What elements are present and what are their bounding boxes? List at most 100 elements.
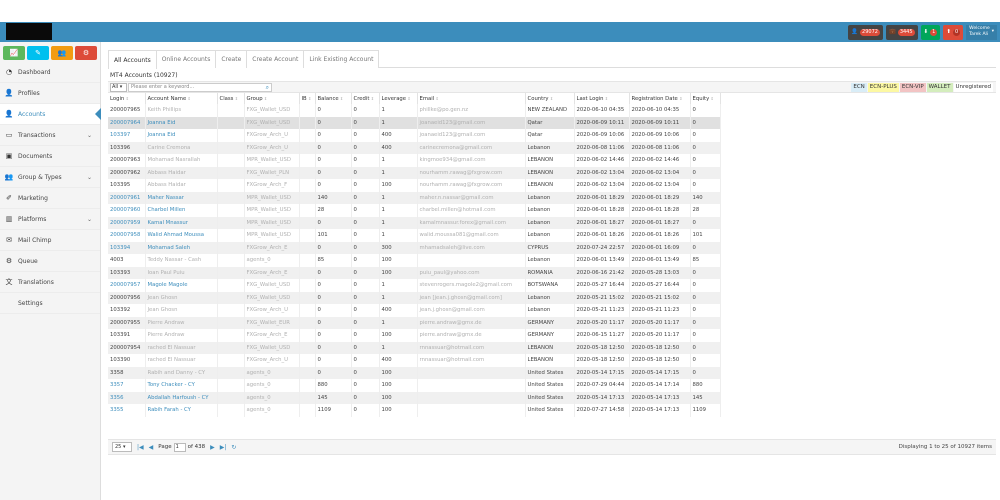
cell-login[interactable]: 200007962	[108, 166, 146, 179]
cell-login[interactable]: 3355	[108, 404, 146, 417]
cell-login[interactable]: 103394	[108, 241, 146, 254]
sidebar-item-group-types[interactable]: 👥 Group & Types ⌄	[0, 167, 100, 188]
logo[interactable]	[6, 23, 52, 40]
topbar-badge-2[interactable]: 💼 3445	[885, 24, 918, 40]
sidebar-item-marketing[interactable]: ✐ Marketing	[0, 188, 100, 209]
table-row[interactable]: 200007961 Maher Nassar MPR_Wallet_USD 140 0 1…	[108, 191, 721, 204]
table-row[interactable]: 200007963 Mohamad Nasrallah MPR_Wallet_USD…	[108, 154, 721, 167]
sidebar-item-profiles[interactable]: 👤 Profiles	[0, 83, 100, 104]
cell-login[interactable]: 103392	[108, 304, 146, 317]
cell-name[interactable]: Pierre Andraw	[145, 316, 218, 329]
table-row[interactable]: 3357 Tony Chacker - CY agents_0 880 0 100 Unit…	[108, 379, 721, 392]
table-row[interactable]: 103397 Joanna Eid FXGrow_Arch_U 0 0 400 joanae…	[108, 129, 721, 142]
cell-login[interactable]: 3356	[108, 391, 146, 404]
table-row[interactable]: 200007962 Abbass Haidar FXG_Wallet_PLN 0 0 1 n…	[108, 166, 721, 179]
table-row[interactable]: 3355 Rabih Farah - CY agents_0 1109 0 100 Unit…	[108, 404, 721, 417]
cell-login[interactable]: 103397	[108, 129, 146, 142]
quick-button-2[interactable]: ✎	[27, 46, 49, 60]
table-row[interactable]: 103396 Carine Cremona FXGrow_Arch_U 0 0 400 ca…	[108, 141, 721, 154]
table-row[interactable]: 3358 Rabih and Danny - CY agents_0 0 0 100 Uni…	[108, 366, 721, 379]
table-row[interactable]: 200007954 rached El Nassuar FXG_Wallet_USD…	[108, 341, 721, 354]
cell-login[interactable]: 103390	[108, 354, 146, 367]
cell-name[interactable]: Mohamad Saleh	[145, 241, 218, 254]
table-row[interactable]: 200007955 Pierre Andraw FXG_Wallet_EUR 0 0 1 p…	[108, 316, 721, 329]
cell-name[interactable]: Charbel Millen	[145, 204, 218, 217]
cell-login[interactable]: 200007961	[108, 191, 146, 204]
sidebar-item-mail-chimp[interactable]: ✉ Mail Chimp	[0, 230, 100, 251]
cell-login[interactable]: 200007954	[108, 341, 146, 354]
table-row[interactable]: 200007956 Jean Ghosn FXG_Wallet_USD 0 0 1 jean…	[108, 291, 721, 304]
cell-login[interactable]: 200007957	[108, 279, 146, 292]
cell-name[interactable]: Joanna Eid	[145, 116, 218, 129]
cell-name[interactable]: Teddy Nassar - Cash	[145, 254, 218, 267]
column-header-credit[interactable]: Credit ⇕	[351, 93, 380, 104]
prev-page-icon[interactable]: ◀	[148, 443, 154, 451]
cell-name[interactable]: Rabih and Danny - CY	[145, 366, 218, 379]
table-row[interactable]: 103393 Ioan Paul Puiu FXGrow_Arch_E 0 0 100 pu…	[108, 266, 721, 279]
page-input[interactable]: 1	[173, 442, 186, 452]
cell-name[interactable]: Jean Ghosn	[145, 291, 218, 304]
column-header-class[interactable]: Class ⇕	[217, 93, 245, 104]
table-row[interactable]: 200007964 Joanna Eid FXG_Wallet_USD 0 0 1 joan…	[108, 116, 721, 129]
next-page-icon[interactable]: ▶	[210, 443, 215, 451]
table-row[interactable]: 3356 Abdallah Harfoush - CY agents_0 145 0 10…	[108, 391, 721, 404]
table-row[interactable]: 200007959 Kamal Mnassur MPR_Wallet_USD 0 0 1 k…	[108, 216, 721, 229]
cell-login[interactable]: 103391	[108, 329, 146, 342]
user-menu[interactable]: Welcome Tarek Ali ▾	[966, 24, 997, 40]
sidebar-item-settings[interactable]: Settings	[0, 293, 100, 314]
search-icon[interactable]: ⌕	[265, 83, 269, 91]
column-header-last-login[interactable]: Last Login ⇕	[574, 93, 630, 104]
column-header-equity[interactable]: Equity ⇕	[690, 93, 721, 104]
cell-name[interactable]: Mohamad Nasrallah	[145, 154, 218, 167]
quick-button-3[interactable]: 👥	[51, 46, 73, 60]
column-header-email[interactable]: Email ⇕	[417, 93, 526, 104]
sidebar-item-documents[interactable]: ▣ Documents	[0, 146, 100, 167]
cell-login[interactable]: 200007965	[108, 104, 146, 117]
cell-login[interactable]: 200007956	[108, 291, 146, 304]
page-size-select[interactable]: 25 ▾	[112, 442, 132, 452]
sidebar-item-dashboard[interactable]: ◔ Dashboard	[0, 62, 100, 83]
cell-name[interactable]: Joanna Eid	[145, 129, 218, 142]
column-header-account-name[interactable]: Account Name ⇕	[145, 93, 218, 104]
cell-name[interactable]: Maher Nassar	[145, 191, 218, 204]
sidebar-item-platforms[interactable]: ▥ Platforms ⌄	[0, 209, 100, 230]
cell-name[interactable]: rached El Nassuar	[145, 354, 218, 367]
table-row[interactable]: 103391 Pierre Andraw FXGrow_Arch_E 0 0 100 pie…	[108, 329, 721, 342]
cell-name[interactable]: Abbass Haidar	[145, 166, 218, 179]
sidebar-item-transactions[interactable]: ▭ Transactions ⌄	[0, 125, 100, 146]
quick-button-1[interactable]: 📈	[3, 46, 25, 60]
cell-login[interactable]: 103395	[108, 179, 146, 192]
table-row[interactable]: 103395 Abbass Haidar FXGrow_Arch_F 0 0 100 nou…	[108, 179, 721, 192]
tab-create-account[interactable]: Create Account	[246, 50, 305, 68]
table-row[interactable]: 4003 Teddy Nassar - Cash agents_0 85 0 100 Leb…	[108, 254, 721, 267]
cell-login[interactable]: 4003	[108, 254, 146, 267]
refresh-icon[interactable]: ↻	[231, 443, 237, 451]
column-header-ib[interactable]: IB ⇕	[299, 93, 316, 104]
cell-login[interactable]: 200007955	[108, 316, 146, 329]
cell-name[interactable]: rached El Nassuar	[145, 341, 218, 354]
first-page-icon[interactable]: |◀	[137, 443, 144, 451]
table-row[interactable]: 103394 Mohamad Saleh FXGrow_Arch_E 0 0 300 mha…	[108, 241, 721, 254]
cell-login[interactable]: 200007964	[108, 116, 146, 129]
cell-name[interactable]: Abbass Haidar	[145, 179, 218, 192]
column-header-login[interactable]: Login ⇕	[108, 93, 146, 104]
filter-select[interactable]: All ▾	[110, 82, 127, 92]
tab-all-accounts[interactable]: All Accounts	[108, 50, 157, 69]
cell-login[interactable]: 103396	[108, 141, 146, 154]
cell-name[interactable]: Keith Phillips	[145, 104, 218, 117]
tab-link-existing-account[interactable]: Link Existing Account	[303, 50, 380, 68]
cell-login[interactable]: 3358	[108, 366, 146, 379]
topbar-badge-4[interactable]: ⬆ 0	[943, 24, 964, 40]
cell-login[interactable]: 103393	[108, 266, 146, 279]
column-header-leverage[interactable]: Leverage ⇕	[379, 93, 418, 104]
table-row[interactable]: 200007958 Walid Ahmad Moussa MPR_Wallet_US…	[108, 229, 721, 242]
cell-name[interactable]: Carine Cremona	[145, 141, 218, 154]
cell-name[interactable]: Kamal Mnassur	[145, 216, 218, 229]
cell-name[interactable]: Walid Ahmad Moussa	[145, 229, 218, 242]
cell-name[interactable]: Rabih Farah - CY	[145, 404, 218, 417]
cell-name[interactable]: Tony Chacker - CY	[145, 379, 218, 392]
cell-login[interactable]: 200007963	[108, 154, 146, 167]
cell-login[interactable]: 3357	[108, 379, 146, 392]
cell-name[interactable]: Abdallah Harfoush - CY	[145, 391, 218, 404]
sidebar-item-accounts[interactable]: 👤 Accounts	[0, 104, 101, 125]
